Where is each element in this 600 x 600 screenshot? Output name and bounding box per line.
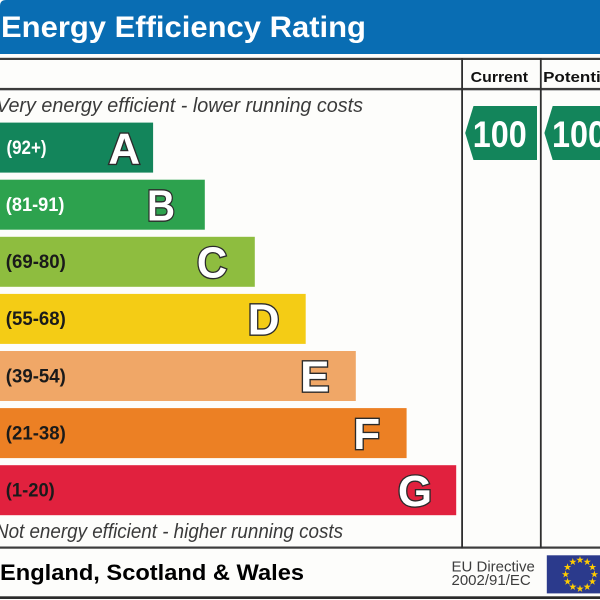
svg-text:D: D xyxy=(248,296,280,345)
svg-text:100: 100 xyxy=(473,114,527,155)
svg-text:(55-68): (55-68) xyxy=(6,308,66,330)
svg-text:(39-54): (39-54) xyxy=(6,365,66,387)
svg-text:Potential: Potential xyxy=(543,69,600,86)
svg-text:G: G xyxy=(398,467,432,516)
svg-text:(21-38): (21-38) xyxy=(6,422,66,444)
svg-text:Current: Current xyxy=(471,69,528,86)
svg-text:E: E xyxy=(300,353,329,402)
svg-text:(81-91): (81-91) xyxy=(6,194,65,216)
svg-text:B: B xyxy=(147,181,175,230)
svg-text:100: 100 xyxy=(552,114,600,155)
svg-text:A: A xyxy=(108,124,140,173)
svg-text:(69-80): (69-80) xyxy=(6,251,66,273)
svg-text:EU Directive: EU Directive xyxy=(452,558,535,575)
svg-text:(92+): (92+) xyxy=(7,137,47,159)
svg-text:2002/91/EC: 2002/91/EC xyxy=(452,572,531,589)
svg-text:Energy Efficiency Rating: Energy Efficiency Rating xyxy=(1,11,366,44)
svg-text:Very energy efficient - lower: Very energy efficient - lower running co… xyxy=(0,95,363,117)
svg-text:C: C xyxy=(197,239,227,288)
svg-text:Not energy efficient - higher: Not energy efficient - higher running co… xyxy=(0,521,343,543)
svg-text:F: F xyxy=(353,410,380,459)
svg-text:England, Scotland & Wales: England, Scotland & Wales xyxy=(0,560,304,585)
svg-text:(1-20): (1-20) xyxy=(6,480,55,502)
